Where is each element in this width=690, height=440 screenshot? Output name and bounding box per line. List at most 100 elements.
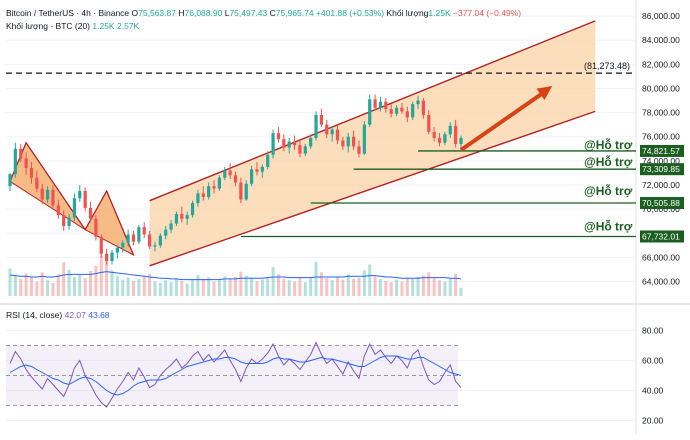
volume-bar xyxy=(56,274,60,296)
candle-body xyxy=(362,124,366,154)
candle-body xyxy=(352,136,356,147)
candle-body xyxy=(83,191,87,208)
candle-body xyxy=(287,141,291,148)
candle-body xyxy=(443,134,447,143)
candle-body xyxy=(271,133,275,155)
volume-bar xyxy=(319,272,323,296)
candle-body xyxy=(137,227,141,242)
support-price-label: 73,309.85 xyxy=(642,164,680,174)
volume-bar xyxy=(400,281,404,296)
candle-body xyxy=(309,137,313,147)
volume-bar xyxy=(427,272,431,296)
candle-body xyxy=(341,140,345,147)
candle-body xyxy=(448,125,452,135)
target-label: (81,273.48) xyxy=(584,61,630,71)
candle-body xyxy=(239,182,243,200)
volume-bar xyxy=(411,278,415,296)
candle-body xyxy=(40,188,44,200)
high-value: 76,088.90 xyxy=(184,8,223,18)
volume-bar xyxy=(8,268,12,296)
volume-bar xyxy=(121,279,125,296)
volume-bar xyxy=(13,275,17,296)
candle-body xyxy=(174,213,179,224)
volume-bar xyxy=(185,283,189,296)
rsi-label: RSI (14, close) xyxy=(6,310,63,320)
candle-body xyxy=(400,107,404,112)
volume-bar xyxy=(271,267,275,296)
volume-bar xyxy=(405,277,409,296)
volume-bar xyxy=(126,277,130,296)
candle-body xyxy=(346,136,350,147)
candle-body xyxy=(314,115,318,138)
volume-bar xyxy=(207,277,211,296)
candle-body xyxy=(105,253,109,262)
volume-ma-value-2: 2.57K xyxy=(116,21,140,31)
candle-body xyxy=(35,177,39,189)
candle-body xyxy=(368,99,372,125)
volume-bar xyxy=(443,281,447,296)
volume-ma-label: Khối lượng · BTC (20) xyxy=(6,21,91,31)
volume-bar xyxy=(234,276,237,296)
rsi-tick-label: 40.00 xyxy=(642,386,664,396)
harmonic-triangle xyxy=(84,189,135,257)
candle-body xyxy=(437,137,442,143)
candle-body xyxy=(276,133,281,140)
volume-bar xyxy=(325,278,329,296)
candle-body xyxy=(158,235,162,246)
channel-lower-line xyxy=(149,110,596,267)
volume-bar xyxy=(266,278,270,296)
candle-body xyxy=(126,234,130,243)
volume-bar xyxy=(438,280,442,296)
volume-bar xyxy=(368,264,372,296)
candle-body xyxy=(249,169,254,184)
price-tick-label: 80,000.00 xyxy=(642,83,680,93)
volume-bar xyxy=(223,276,227,296)
high-label: H xyxy=(178,8,185,18)
candle-body xyxy=(78,191,82,199)
candle-body xyxy=(153,245,157,247)
rsi-value: 42.07 xyxy=(64,310,86,320)
price-tick-label: 66,000.00 xyxy=(642,252,680,262)
volume-bar xyxy=(244,275,248,296)
price-tick-label: 72,000.00 xyxy=(642,180,680,190)
volume-bar xyxy=(309,277,313,296)
open-label: O xyxy=(131,8,139,18)
volume-bar xyxy=(378,278,382,296)
rsi-ma-value: 43.68 xyxy=(88,310,110,320)
rsi-tick-label: 80.00 xyxy=(642,326,664,336)
volume-bar xyxy=(255,280,259,296)
candle-body xyxy=(282,139,286,148)
candle-body xyxy=(459,137,463,144)
volume-bar xyxy=(330,280,334,296)
rsi-tick-label: 60.00 xyxy=(642,356,664,366)
volume-bar xyxy=(459,287,463,296)
candle-body xyxy=(389,108,393,114)
volume-bar xyxy=(228,278,232,296)
volume-bar xyxy=(89,271,93,296)
volume-change: −377.04 (−0.49%) xyxy=(453,8,522,18)
volume-bar xyxy=(362,270,366,296)
volume-label: Khối lượng xyxy=(386,8,429,18)
candle-body xyxy=(325,124,329,135)
volume-bar xyxy=(250,277,254,296)
volume-bar xyxy=(357,277,361,296)
candle-body xyxy=(394,107,399,114)
support-annotation: @Hỗ trợ xyxy=(584,154,633,169)
volume-bar xyxy=(115,276,119,296)
volume-bar xyxy=(373,276,377,296)
price-tick-label: 64,000.00 xyxy=(642,277,680,287)
price-tick-label: 84,000.00 xyxy=(642,35,680,45)
candle-body xyxy=(303,146,307,154)
support-price-tag xyxy=(640,163,684,176)
volume-bar xyxy=(454,273,458,296)
support-price-tag xyxy=(640,197,684,210)
volume-bar xyxy=(153,281,157,296)
support-annotation: @Hỗ trợ xyxy=(584,219,633,234)
volume-bar xyxy=(336,276,340,296)
candle-body xyxy=(416,100,420,105)
volume-bar xyxy=(384,280,388,296)
volume-bar xyxy=(421,275,425,296)
projection-arrow-shaft xyxy=(459,90,546,152)
volume-bar xyxy=(35,281,39,296)
